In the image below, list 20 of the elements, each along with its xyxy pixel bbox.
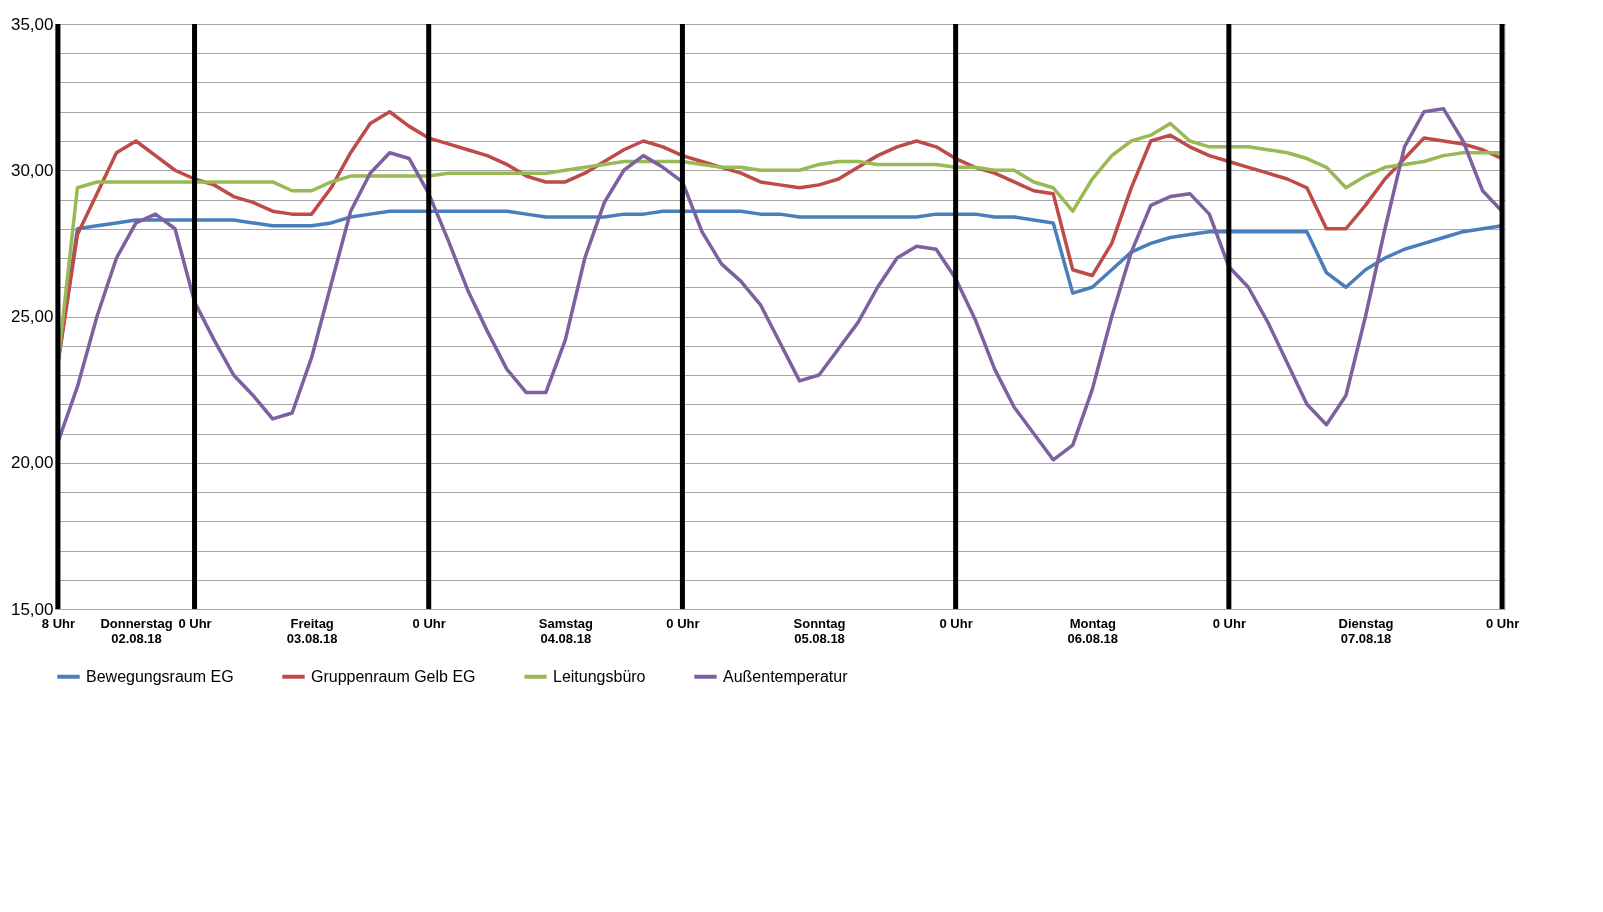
x-tick-label: 0 Uhr	[412, 615, 446, 631]
x-tick-label: Sonntag 05.08.18	[793, 615, 846, 646]
x-tick-label: 0 Uhr	[1212, 615, 1246, 631]
legend-label: Bewegungsraum EG	[86, 667, 234, 685]
y-tick-label: 25,00	[10, 307, 54, 326]
legend-label: Gruppenraum Gelb EG	[311, 667, 476, 685]
legend-label: Außentemperatur	[723, 667, 849, 685]
x-tick-label: Samstag 04.08.18	[538, 615, 593, 646]
y-tick-label: 30,00	[10, 160, 54, 180]
x-tick-label: Donnerstag 02.08.18	[100, 615, 173, 646]
x-tick-label: 0 Uhr	[178, 615, 212, 631]
x-tick-label: 0 Uhr	[666, 615, 700, 631]
x-tick-label: 0 Uhr	[1485, 615, 1520, 631]
y-tick-label: 20,00	[10, 453, 54, 473]
x-tick-label: Freitag 03.08.18	[286, 615, 338, 646]
legend-label: Leitungsbüro	[553, 667, 646, 685]
y-tick-label: 35,00	[10, 14, 54, 34]
x-tick-label: Montag 06.08.18	[1067, 615, 1119, 646]
x-tick-label: Dienstag 07.08.18	[1338, 615, 1394, 646]
x-tick-label: 0 Uhr	[939, 615, 973, 631]
